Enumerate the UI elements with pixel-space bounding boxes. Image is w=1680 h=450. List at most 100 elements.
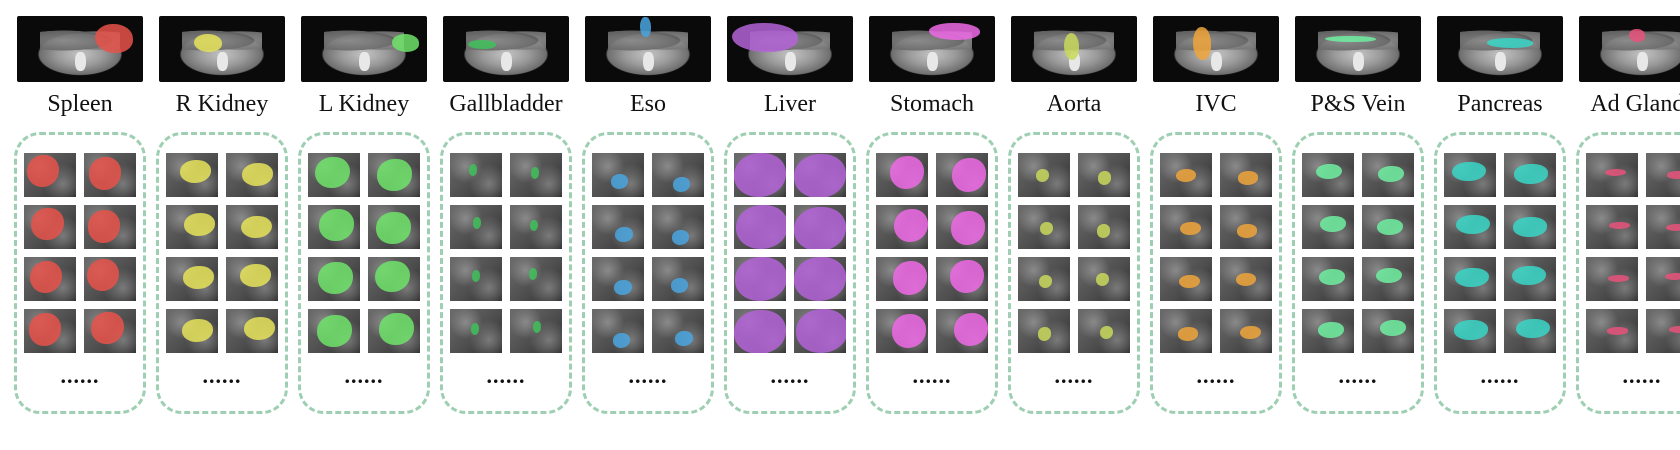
segmentation-mask	[612, 332, 631, 348]
sample-panel: ......	[1150, 132, 1282, 414]
segmentation-mask	[1096, 224, 1111, 238]
segmentation-mask	[183, 212, 215, 236]
sample-panel: ......	[14, 132, 146, 414]
ct-thumbnail	[308, 153, 360, 197]
ct-thumbnail	[1078, 205, 1130, 249]
ct-thumbnail	[1444, 257, 1496, 301]
organ-column: Stomach......	[866, 16, 998, 444]
segmentation-mask	[796, 309, 846, 353]
ct-thumbnail	[368, 257, 420, 301]
ct-thumbnail	[24, 153, 76, 197]
overview-organ-highlight	[640, 17, 651, 38]
organ-column: L Kidney......	[298, 16, 430, 444]
overview-organ-highlight	[732, 22, 798, 52]
sample-panel: ......	[1576, 132, 1680, 414]
ellipsis: ......	[60, 363, 100, 388]
ct-thumbnail	[592, 153, 644, 197]
thumbnail-grid	[876, 153, 988, 353]
segmentation-mask	[528, 268, 538, 280]
ct-thumbnail	[1362, 205, 1414, 249]
sample-panel: ......	[1008, 132, 1140, 414]
ct-thumbnail	[450, 257, 502, 301]
ct-thumbnail	[1586, 205, 1638, 249]
organ-column: Spleen......	[14, 16, 146, 444]
segmentation-mask	[893, 208, 928, 242]
organ-column: Eso......	[582, 16, 714, 444]
overview-organ-highlight	[468, 39, 496, 49]
organ-label: Stomach	[890, 91, 974, 117]
segmentation-mask	[87, 258, 120, 292]
thumbnail-grid	[592, 153, 704, 353]
segmentation-mask	[472, 217, 482, 229]
ct-thumbnail	[1160, 257, 1212, 301]
overview-organ-highlight	[1487, 38, 1533, 48]
organ-column: Pancreas......	[1434, 16, 1566, 444]
ct-thumbnail	[1220, 153, 1272, 197]
segmentation-mask	[1608, 221, 1630, 229]
ct-thumbnail	[510, 205, 562, 249]
segmentation-mask	[1236, 224, 1258, 238]
segmentation-mask	[1514, 164, 1548, 184]
segmentation-mask	[379, 313, 414, 346]
segmentation-mask	[1177, 327, 1199, 341]
segmentation-mask	[529, 219, 539, 232]
overview-organ-highlight	[1193, 26, 1211, 60]
ct-thumbnail	[1362, 153, 1414, 197]
ct-thumbnail	[84, 205, 136, 249]
segmentation-mask	[241, 162, 273, 186]
ct-overview-image	[869, 16, 995, 82]
sample-panel: ......	[724, 132, 856, 414]
ct-overview-image	[1437, 16, 1563, 82]
ct-thumbnail	[734, 257, 786, 301]
sample-panel: ......	[1292, 132, 1424, 414]
thumbnail-grid	[1444, 153, 1556, 353]
segmentation-mask	[1317, 322, 1344, 339]
organ-label: Ad Glands	[1590, 91, 1680, 117]
organ-column: P&S Vein......	[1292, 16, 1424, 444]
ct-thumbnail	[876, 309, 928, 353]
segmentation-mask	[891, 314, 926, 348]
segmentation-mask	[315, 156, 350, 189]
organ-label: Eso	[630, 91, 666, 117]
ct-thumbnail	[368, 153, 420, 197]
ct-thumbnail	[1160, 309, 1212, 353]
ct-thumbnail	[166, 309, 218, 353]
ct-thumbnail	[1586, 309, 1638, 353]
ct-thumbnail	[1646, 257, 1680, 301]
organ-label: Pancreas	[1457, 91, 1543, 117]
segmentation-mask	[1606, 327, 1628, 335]
segmentation-mask	[1237, 171, 1259, 185]
segmentation-mask	[1513, 217, 1547, 237]
segmentation-mask	[91, 311, 124, 345]
ellipsis: ......	[1622, 363, 1662, 388]
ct-thumbnail	[1504, 205, 1556, 249]
segmentation-mask	[471, 270, 481, 282]
segmentation-mask	[1235, 272, 1257, 287]
segmentation-mask	[735, 257, 786, 301]
ct-thumbnail	[226, 257, 278, 301]
segmentation-mask	[670, 278, 689, 294]
ct-thumbnail	[1302, 309, 1354, 353]
ct-thumbnail	[1504, 257, 1556, 301]
thumbnail-grid	[1018, 153, 1130, 353]
segmentation-mask	[1379, 320, 1406, 337]
ellipsis: ......	[1054, 363, 1094, 388]
segmentation-mask	[27, 154, 60, 188]
organ-column: IVC......	[1150, 16, 1282, 444]
sample-panel: ......	[298, 132, 430, 414]
ct-thumbnail	[936, 309, 988, 353]
sample-panel: ......	[866, 132, 998, 414]
organ-label: Gallbladder	[449, 91, 563, 117]
organ-label: P&S Vein	[1310, 91, 1406, 117]
overview-organ-highlight	[929, 22, 980, 40]
ellipsis: ......	[628, 363, 668, 388]
sample-panel: ......	[156, 132, 288, 414]
ct-thumbnail	[166, 205, 218, 249]
segmentation-mask	[1455, 267, 1489, 287]
segmentation-mask	[794, 206, 846, 249]
organ-column: Aorta......	[1008, 16, 1140, 444]
segmentation-mask	[377, 159, 412, 191]
segmentation-mask	[1377, 166, 1404, 183]
segmentation-mask	[889, 155, 924, 190]
overview-organ-highlight	[194, 34, 222, 52]
